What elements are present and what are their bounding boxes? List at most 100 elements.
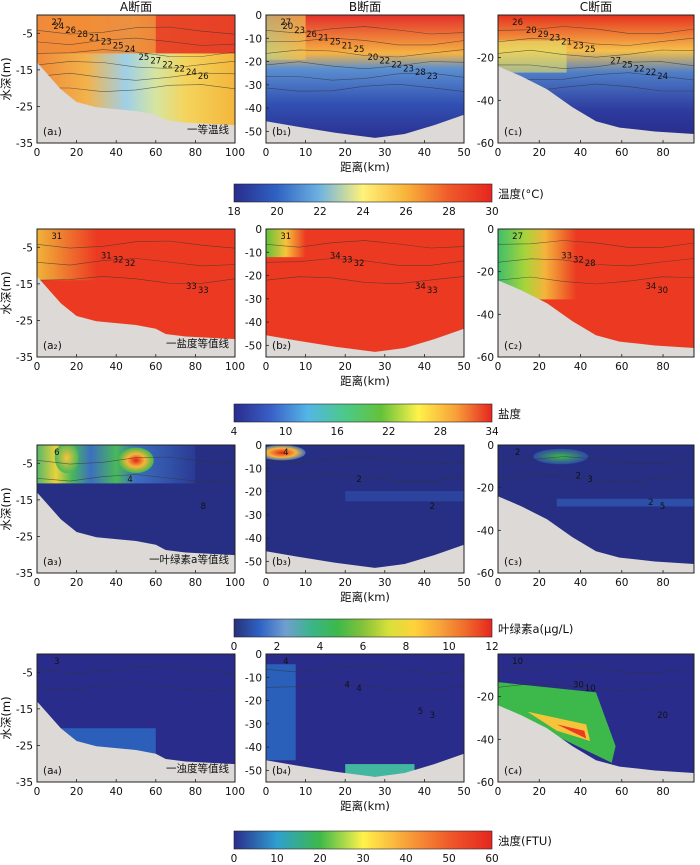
y-tick-label: 0: [255, 10, 262, 22]
x-tick-label: 100: [225, 577, 245, 589]
contour-label: 26: [65, 26, 76, 36]
contour-line: [37, 665, 235, 674]
x-tick-label: 0: [495, 147, 502, 159]
contour-label: 3: [54, 657, 59, 667]
y-tick-label: -60: [477, 352, 494, 364]
x-tick-label: 20: [339, 577, 352, 589]
y-tick-label: 0: [255, 649, 262, 661]
panel-label: (a₁): [43, 126, 62, 138]
y-tick-label: -5: [23, 242, 33, 254]
axes-frame: [497, 653, 695, 783]
panel-label: (a₂): [43, 340, 62, 352]
contour-label: 27: [51, 18, 62, 28]
seabed-terrain: [37, 701, 235, 782]
panel-label: (b₁): [272, 126, 291, 138]
section-title: B断面: [349, 0, 381, 14]
axes-frame: [497, 14, 695, 144]
contour-legend-note: 一叶绿素a等值线: [149, 553, 229, 566]
contour-line: [37, 72, 235, 81]
contour-label: 33: [427, 286, 438, 296]
y-tick-label: -30: [245, 719, 262, 731]
contour-label: 6: [54, 448, 59, 458]
contour-label: 25: [113, 41, 124, 51]
x-tick-label: 60: [615, 786, 628, 798]
y-tick-label: -35: [16, 138, 33, 150]
contour-line: [498, 37, 694, 46]
contour-line: [266, 49, 464, 58]
contour-line: [37, 26, 235, 35]
contour-line: [498, 456, 694, 464]
panel-label: (c₄): [504, 765, 522, 777]
contour-line: [266, 474, 464, 482]
colorbar-tick-label: 30: [356, 853, 369, 865]
colorbar-label: 盐度: [498, 407, 521, 421]
y-tick-label: -25: [16, 740, 33, 752]
y-axis-label: 水深(m): [0, 487, 13, 530]
x-tick-label: 20: [339, 361, 352, 373]
y-tick-label: -50: [245, 340, 262, 352]
x-tick-label: 60: [615, 147, 628, 159]
y-tick-label: -40: [245, 103, 262, 115]
seabed-terrain: [37, 492, 235, 573]
section-title: A断面: [120, 0, 152, 14]
contour-line: [37, 456, 235, 465]
y-tick-label: -15: [16, 495, 33, 507]
y-tick-label: -20: [245, 271, 262, 283]
contour-label: 22: [174, 64, 185, 74]
contour-line: [498, 49, 694, 58]
y-tick-label: -50: [245, 556, 262, 568]
colorbar-tick-label: 10: [270, 853, 283, 865]
y-tick-label: -10: [245, 463, 262, 475]
colorbar-tick-label: 24: [356, 206, 370, 218]
contour-label: 2: [430, 502, 435, 512]
x-tick-label: 0: [34, 786, 41, 798]
contour-label: 33: [198, 286, 209, 296]
panel-label: (a₃): [43, 556, 62, 568]
x-tick-label: 20: [70, 577, 83, 589]
y-tick-label: -30: [245, 294, 262, 306]
x-tick-label: 40: [110, 577, 123, 589]
axes-frame: [36, 444, 236, 574]
x-tick-label: 100: [225, 361, 245, 373]
y-tick-label: -30: [245, 510, 262, 522]
contour-label: 26: [198, 72, 209, 82]
contour-label: 29: [538, 30, 549, 40]
y-tick-label: -15: [16, 704, 33, 716]
x-tick-label: 20: [533, 361, 546, 373]
contour-label: 31: [51, 232, 62, 242]
contour-label: 28: [415, 68, 426, 78]
axes-frame: [36, 228, 236, 358]
contour-line: [266, 37, 464, 46]
x-tick-label: 0: [263, 147, 270, 159]
contour-label: 30: [657, 286, 668, 296]
x-tick-label: 30: [378, 786, 391, 798]
y-tick-label: 0: [255, 224, 262, 236]
x-tick-label: 50: [457, 147, 470, 159]
x-tick-label: 80: [656, 361, 669, 373]
x-tick-label: 20: [533, 786, 546, 798]
contour-label: 33: [186, 282, 197, 292]
colorbar-tick-label: 0: [231, 641, 238, 653]
x-tick-label: 40: [110, 361, 123, 373]
contour-line: [498, 665, 694, 673]
contour-label: 33: [561, 251, 572, 261]
contour-label: 31: [101, 251, 112, 261]
colorbar-gradient: [233, 830, 493, 850]
contour-label: 4: [344, 680, 349, 690]
colorbar-tick-label: 6: [360, 641, 367, 653]
y-tick-label: 0: [487, 440, 494, 452]
x-tick-label: 40: [418, 786, 431, 798]
y-tick-label: -10: [245, 33, 262, 45]
axes-frame: [497, 444, 695, 574]
contour-legend-note: 一浊度等值线: [166, 762, 229, 775]
contour-label: 23: [294, 26, 305, 36]
panel-label: (b₃): [272, 556, 291, 568]
panel-label: (a₄): [43, 765, 62, 777]
y-tick-label: -40: [477, 309, 494, 321]
x-tick-label: 60: [149, 786, 162, 798]
contour-label: 10: [512, 657, 523, 667]
